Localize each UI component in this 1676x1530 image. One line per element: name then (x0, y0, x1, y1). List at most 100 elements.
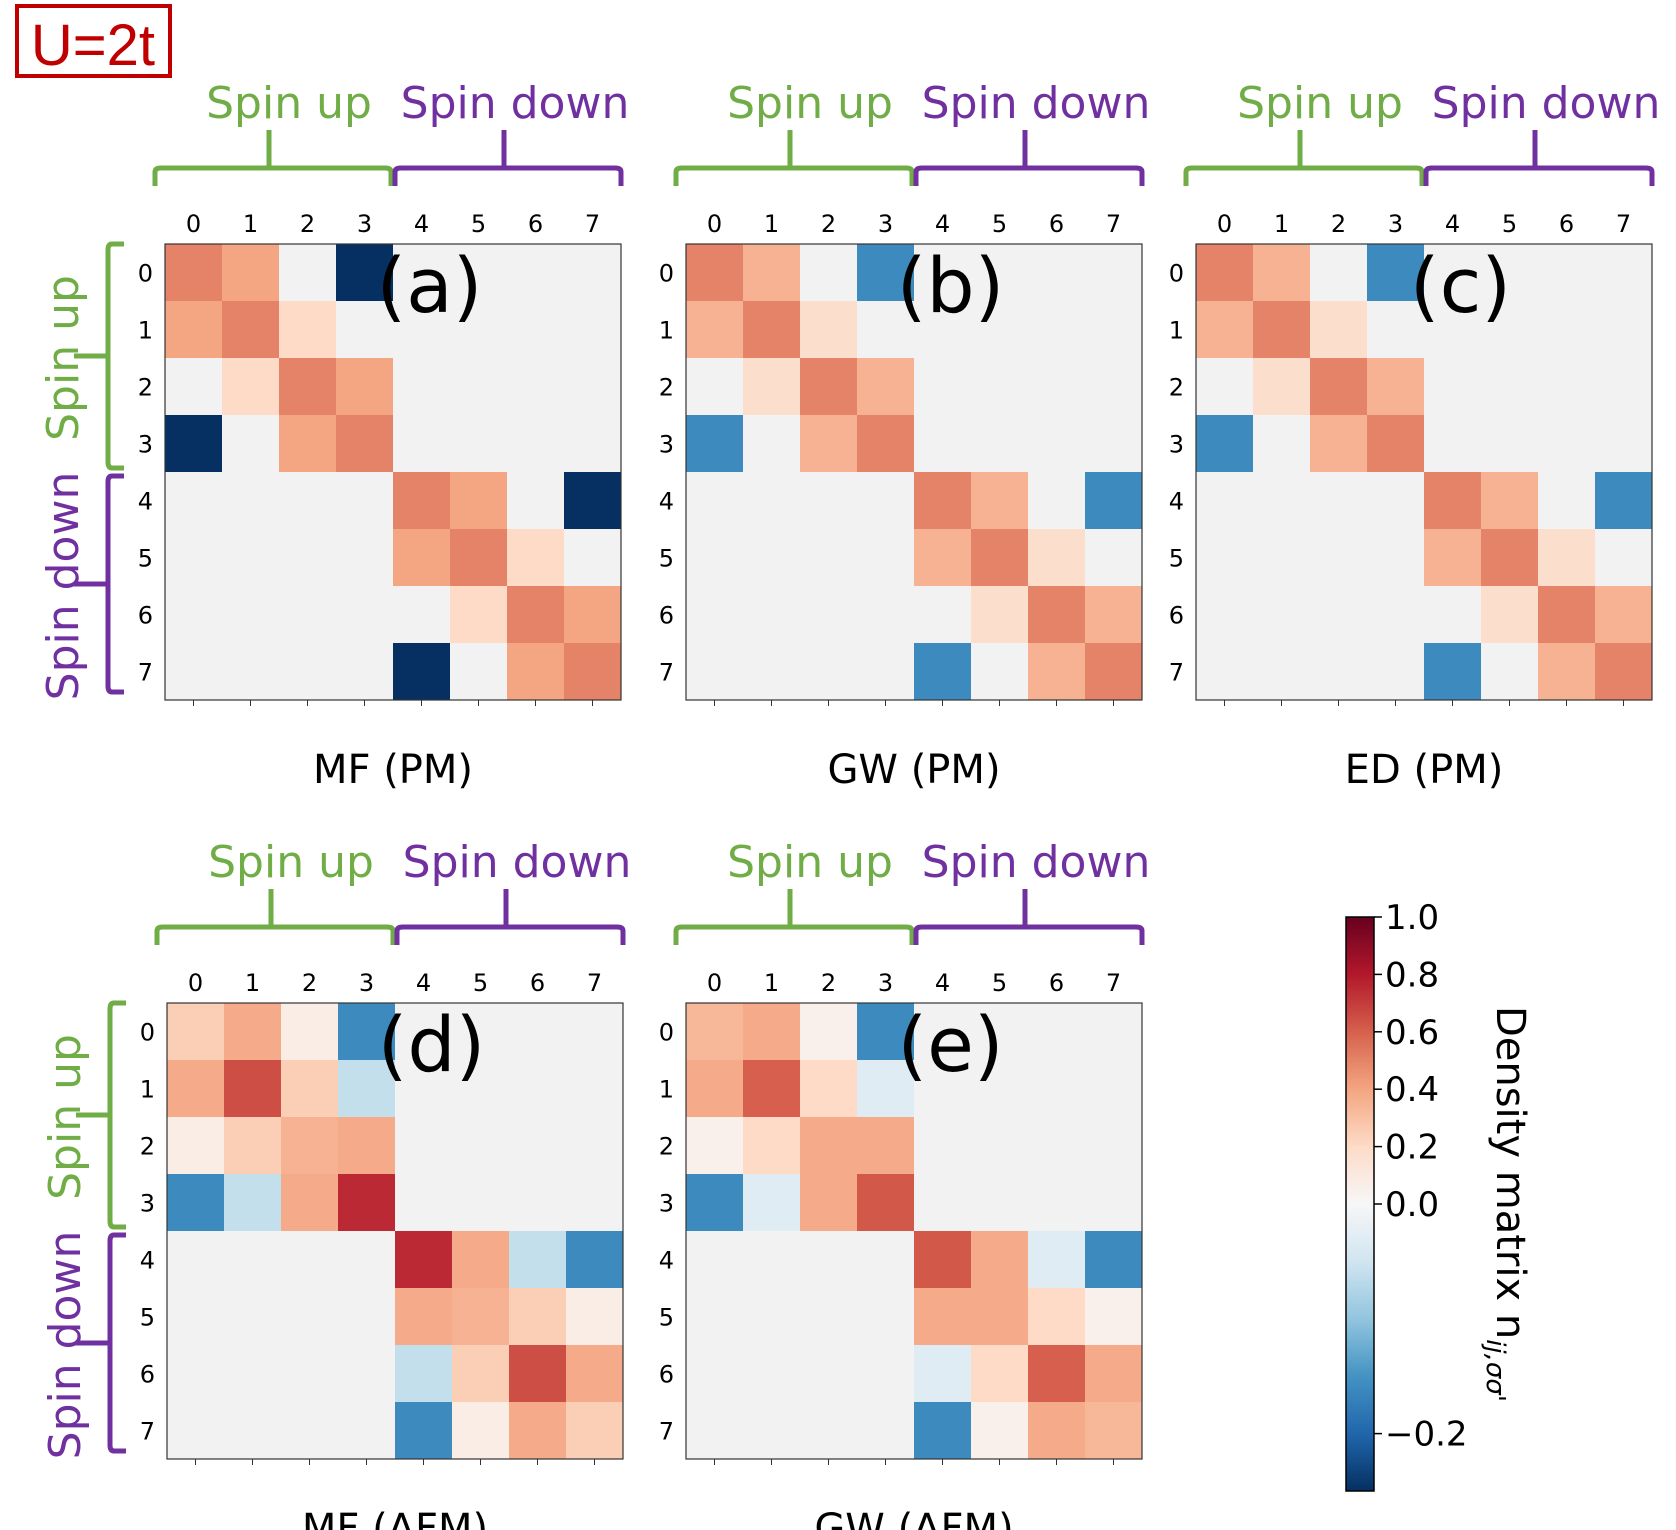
heatmap-cell (971, 244, 1029, 302)
heatmap-cell (450, 586, 508, 644)
heatmap-cell (800, 244, 858, 302)
heatmap-cell (165, 358, 223, 416)
heatmap-cell (800, 1402, 858, 1460)
heatmap-cell (281, 1060, 339, 1118)
panel-title: MF (AFM) (302, 1506, 488, 1530)
u-label-frame (15, 4, 172, 78)
heatmap-cell (1085, 1174, 1143, 1232)
u-label-box: U=2t (15, 4, 172, 78)
heatmap-cell (857, 1345, 915, 1403)
y-tick-label: 5 (1169, 545, 1184, 573)
heatmap-cell (743, 586, 801, 644)
heatmap-cell (1538, 529, 1596, 587)
heatmap-cell (857, 529, 915, 587)
heatmap-cell (279, 643, 337, 701)
heatmap-cell (222, 643, 280, 701)
y-tick-label: 3 (659, 431, 674, 459)
heatmap-cell (914, 643, 972, 701)
heatmap-cell (1367, 301, 1425, 359)
heatmap-cell (279, 472, 337, 530)
heatmap-cell (338, 1060, 396, 1118)
heatmap-cell (222, 244, 280, 302)
x-tick-label: 2 (1331, 210, 1346, 238)
heatmap-cell (509, 1174, 567, 1232)
heatmap-cell (1028, 529, 1086, 587)
heatmap-cell (1196, 472, 1254, 530)
heatmap-cell (914, 529, 972, 587)
x-tick-label: 0 (707, 969, 722, 997)
heatmap-cell (857, 1117, 915, 1175)
y-tick-label: 0 (140, 1019, 155, 1047)
heatmap-cell (743, 1288, 801, 1346)
heatmap-cell (1253, 586, 1311, 644)
spin-up-label-left: Spin up (38, 275, 89, 441)
x-tick-label: 0 (188, 969, 203, 997)
heatmap-cell (1367, 415, 1425, 473)
heatmap-cell (281, 1345, 339, 1403)
x-tick-label: 0 (707, 210, 722, 238)
heatmap-cell (566, 1402, 624, 1460)
heatmap-cell (224, 1003, 282, 1061)
heatmap-cell (1481, 301, 1539, 359)
heatmap-cell (1424, 415, 1482, 473)
heatmap-cell (1196, 586, 1254, 644)
heatmap-cell (509, 1288, 567, 1346)
spin-down-label-left: Spin down (40, 1231, 91, 1460)
heatmap-cell (1310, 358, 1368, 416)
y-tick-label: 3 (1169, 431, 1184, 459)
y-tick-label: 6 (659, 1361, 674, 1389)
x-tick-label: 2 (821, 969, 836, 997)
x-tick-label: 0 (186, 210, 201, 238)
heatmap-cell (224, 1231, 282, 1289)
heatmap-cell (914, 244, 972, 302)
x-tick-label: 7 (587, 969, 602, 997)
heatmap-cell (1028, 358, 1086, 416)
heatmap-cell (971, 1060, 1029, 1118)
heatmap-cell (281, 1003, 339, 1061)
heatmap-cell (1253, 643, 1311, 701)
heatmap-cell (1595, 415, 1653, 473)
heatmap-cell (450, 358, 508, 416)
x-tick-label: 4 (414, 210, 429, 238)
heatmap-cell (507, 529, 565, 587)
heatmap-cell (395, 1060, 453, 1118)
heatmap-cell (971, 1117, 1029, 1175)
heatmap-cell (165, 415, 223, 473)
heatmap-cell (686, 244, 744, 302)
heatmap-cell (393, 244, 451, 302)
x-tick-label: 6 (528, 210, 543, 238)
heatmap-cell (566, 1003, 624, 1061)
heatmap-cell (857, 1288, 915, 1346)
heatmap-cell (1085, 1345, 1143, 1403)
colorbar: 1.0 0.8 0.6 0.4 0.2 0.0 −0.2 Density matrix nij… (1345, 898, 1533, 1492)
heatmap-cell (165, 472, 223, 530)
heatmap-cell (564, 643, 622, 701)
spin-up-label-top: Spin up (1237, 78, 1403, 129)
heatmap-cell (1424, 586, 1482, 644)
heatmap-cell (686, 415, 744, 473)
panel-frame (164, 243, 622, 701)
heatmap-cell (914, 1060, 972, 1118)
heatmap-cell (1424, 529, 1482, 587)
heatmap-cell (507, 244, 565, 302)
y-tick-label: 7 (1169, 659, 1184, 687)
heatmap-cell (167, 1117, 225, 1175)
x-tick-label: 6 (530, 969, 545, 997)
heatmap-cell (1310, 643, 1368, 701)
panel-d: 0 1 2 3 4 5 6 7 0 1 2 3 4 5 6 7 (d) MF (AFM) Spin up Spin d… (40, 837, 631, 1530)
heatmap-cell (167, 1060, 225, 1118)
heatmap-cell (165, 244, 223, 302)
heatmap-cell (1310, 244, 1368, 302)
heatmap-cell (914, 1117, 972, 1175)
heatmap-cell (393, 643, 451, 701)
x-tick-label: 6 (1049, 969, 1064, 997)
y-tick-label: 2 (138, 374, 153, 402)
heatmap-cell (1310, 586, 1368, 644)
heatmap-cell (971, 1345, 1029, 1403)
heatmap-cell (1028, 1231, 1086, 1289)
spin-up-brace-top (154, 889, 396, 945)
spin-up-label-top: Spin up (727, 78, 893, 129)
heatmap-cell (800, 1117, 858, 1175)
heatmap-cell (971, 1288, 1029, 1346)
spin-down-brace-top (1423, 130, 1655, 186)
